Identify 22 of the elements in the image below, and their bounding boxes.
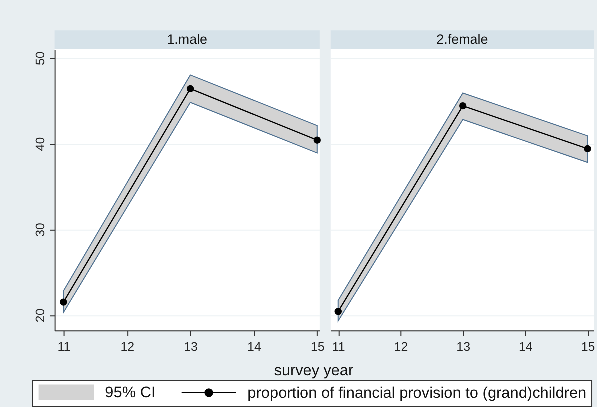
x-tick-label: 13 (456, 340, 471, 354)
x-tick-label: 11 (58, 340, 71, 354)
chart-title: 2.female (436, 32, 488, 48)
y-tick-label: 50 (33, 52, 48, 66)
x-tick-label: 12 (394, 340, 408, 354)
y-tick-label: 30 (33, 222, 48, 237)
legend-label: proportion of financial provision to (grand)children (248, 384, 587, 402)
y-tick-label: 20 (33, 308, 48, 323)
legend-label: 95% CI (105, 384, 156, 402)
x-tick-label: 14 (519, 340, 533, 354)
x-tick-label: 14 (248, 340, 262, 354)
x-tick-label: 13 (184, 340, 198, 354)
y-tick-label: 40 (33, 137, 48, 152)
chart-title: 1.male (167, 32, 208, 48)
x-tick-label: 15 (310, 340, 325, 354)
point (314, 136, 321, 144)
x-tick-label: 12 (120, 340, 135, 354)
point (60, 298, 68, 306)
x-tick-label: 15 (581, 340, 596, 354)
x-axis-title: survey year (274, 362, 354, 380)
point (186, 85, 194, 93)
x-tick-label: 11 (332, 340, 346, 354)
